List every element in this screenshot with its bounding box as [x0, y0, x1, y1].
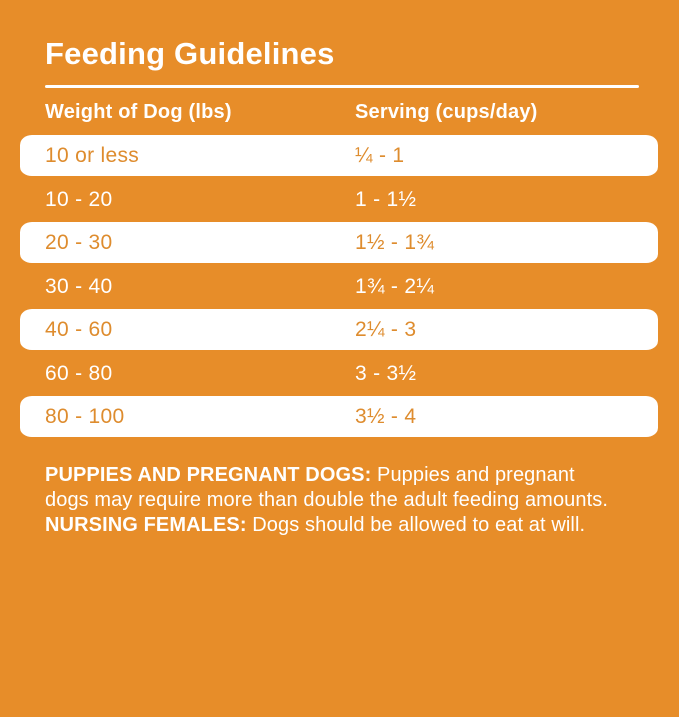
- table-row: 40 - 60 2¼ - 3: [20, 307, 658, 353]
- column-header-weight: Weight of Dog (lbs): [45, 101, 232, 123]
- footnote-segment: Dogs should be allowed to eat at will.: [246, 514, 586, 536]
- footnote-segment: Puppies and pregnant dogs may require mo…: [45, 464, 609, 511]
- table-row: 20 - 30 1½ - 1¾: [20, 220, 658, 266]
- weight-cell: 10 or less: [45, 143, 140, 167]
- feeding-guidelines-panel: Feeding Guidelines Weight of Dog (lbs) S…: [0, 38, 679, 717]
- footnote-bold-segment: NURSING FEMALES:: [45, 514, 247, 536]
- weight-cell: 80 - 100: [45, 404, 125, 428]
- table-header-row: Weight of Dog (lbs) Serving (cups/day): [45, 100, 634, 124]
- serving-cell: 1½ - 1¾: [355, 230, 435, 254]
- table-row: 30 - 40 1¾ - 2¼: [20, 266, 658, 307]
- serving-cell: 1¾ - 2¼: [355, 274, 435, 298]
- serving-cell: 3 - 3½: [355, 361, 417, 385]
- weight-cell: 20 - 30: [45, 230, 113, 254]
- table-row: 10 - 20 1 - 1½: [20, 179, 658, 220]
- column-header-serving: Serving (cups/day): [355, 101, 538, 123]
- table-row: 80 - 100 3½ - 4: [20, 394, 658, 440]
- feeding-table: 10 or less ¼ - 1 10 - 20 1 - 1½ 20 - 30 1½ - …: [20, 133, 658, 440]
- page-title: Feeding Guidelines: [45, 36, 335, 71]
- footnote-bold-segment: PUPPIES AND PREGNANT DOGS:: [45, 464, 372, 486]
- weight-cell: 60 - 80: [45, 361, 113, 385]
- table-row: 60 - 80 3 - 3½: [20, 353, 658, 394]
- serving-cell: ¼ - 1: [355, 143, 405, 167]
- table-row: 10 or less ¼ - 1: [20, 133, 658, 179]
- serving-cell: 1 - 1½: [355, 187, 417, 211]
- footnote: PUPPIES AND PREGNANT DOGS: Puppies and p…: [45, 463, 623, 538]
- weight-cell: 40 - 60: [45, 317, 113, 341]
- serving-cell: 2¼ - 3: [355, 317, 417, 341]
- title-underline: [45, 85, 639, 88]
- weight-cell: 30 - 40: [45, 274, 113, 298]
- serving-cell: 3½ - 4: [355, 404, 417, 428]
- weight-cell: 10 - 20: [45, 187, 113, 211]
